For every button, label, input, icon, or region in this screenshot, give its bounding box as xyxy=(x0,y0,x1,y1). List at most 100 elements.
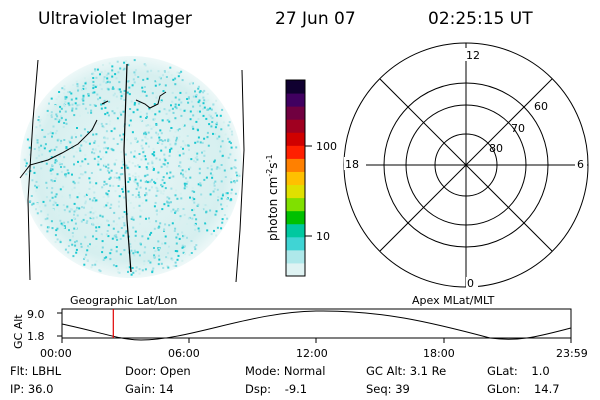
uv-speckle xyxy=(119,253,122,256)
uv-speckle xyxy=(103,147,105,150)
color-bar-tick-10: 10 xyxy=(316,230,330,243)
uv-speckle xyxy=(187,101,190,104)
status-gain: Gain: 14 xyxy=(125,382,174,396)
uv-speckle xyxy=(49,112,52,115)
uv-speckle xyxy=(146,181,149,184)
uv-speckle xyxy=(166,196,169,199)
uv-speckle xyxy=(162,192,165,195)
uv-speckle xyxy=(132,252,135,255)
uv-speckle xyxy=(101,186,104,189)
uv-speckle xyxy=(27,140,30,142)
uv-speckle xyxy=(164,223,167,226)
uv-speckle xyxy=(58,209,61,212)
uv-speckle xyxy=(126,138,129,141)
uv-speckle xyxy=(214,213,217,216)
uv-speckle xyxy=(71,145,74,148)
uv-speckle xyxy=(146,138,149,140)
uv-speckle xyxy=(178,237,181,240)
uv-speckle xyxy=(134,178,137,181)
uv-speckle xyxy=(143,251,146,254)
uv-speckle xyxy=(148,162,151,165)
uv-speckle xyxy=(190,158,193,161)
uv-speckle xyxy=(134,137,137,140)
uv-speckle xyxy=(186,236,188,239)
uv-speckle xyxy=(95,199,98,202)
mlt-label-18: 18 xyxy=(345,158,359,171)
uv-speckle xyxy=(180,197,183,200)
uv-speckle xyxy=(97,155,100,158)
uv-speckle xyxy=(107,114,110,117)
uv-speckle xyxy=(155,96,158,99)
uv-speckle xyxy=(60,170,63,173)
uv-speckle xyxy=(131,84,134,87)
uv-speckle xyxy=(75,97,78,100)
uv-speckle xyxy=(209,115,212,118)
uv-speckle xyxy=(140,144,143,147)
uv-speckle xyxy=(125,164,128,167)
geographic-caption: Geographic Lat/Lon xyxy=(70,294,177,307)
uv-speckle xyxy=(112,220,115,223)
uv-speckle xyxy=(165,112,168,115)
uv-speckle xyxy=(211,174,214,177)
uv-speckle xyxy=(68,91,71,94)
uv-speckle xyxy=(130,73,133,76)
uv-speckle xyxy=(130,273,133,276)
uv-speckle xyxy=(148,181,151,183)
uv-speckle xyxy=(103,257,106,260)
uv-speckle xyxy=(124,231,127,234)
uv-speckle xyxy=(153,180,156,183)
uv-speckle xyxy=(184,144,187,147)
uv-speckle xyxy=(45,196,48,199)
uv-speckle xyxy=(93,141,96,144)
uv-speckle xyxy=(168,117,171,120)
uv-speckle xyxy=(46,217,49,220)
color-bar-segments xyxy=(286,80,305,277)
uv-speckle xyxy=(133,180,136,183)
uv-speckle xyxy=(153,154,156,157)
uv-speckle xyxy=(106,219,109,222)
uv-speckle xyxy=(182,140,185,143)
uv-speckle xyxy=(220,203,223,206)
uv-speckle xyxy=(125,230,128,233)
uv-speckle xyxy=(189,196,191,199)
uv-speckle xyxy=(164,235,167,238)
uv-speckle xyxy=(64,118,67,121)
uv-speckle xyxy=(92,80,95,83)
uv-speckle xyxy=(202,203,205,206)
uv-speckle xyxy=(203,89,206,92)
uv-speckle xyxy=(144,155,147,158)
uv-speckle xyxy=(138,196,141,199)
uv-speckle xyxy=(157,70,160,73)
uv-speckle xyxy=(84,213,87,216)
uv-speckle xyxy=(101,246,104,249)
uv-speckle xyxy=(182,123,185,126)
uv-speckle xyxy=(161,208,164,211)
uv-speckle xyxy=(74,244,77,247)
uv-speckle xyxy=(139,209,142,212)
uv-speckle xyxy=(48,150,51,153)
uv-speckle xyxy=(50,114,53,117)
uv-speckle xyxy=(58,188,60,191)
uv-speckle xyxy=(76,127,78,129)
uv-speckle xyxy=(75,151,78,153)
uv-speckle xyxy=(64,97,67,100)
uv-speckle xyxy=(235,146,238,149)
uv-speckle xyxy=(63,88,66,91)
uv-speckle xyxy=(134,181,137,184)
uv-speckle xyxy=(155,131,158,134)
uv-speckle xyxy=(101,240,104,243)
uv-speckle xyxy=(93,152,96,155)
uv-speckle xyxy=(60,222,63,225)
uv-speckle xyxy=(181,259,184,262)
uv-speckle xyxy=(74,102,77,105)
uv-speckle xyxy=(62,226,65,229)
uv-speckle xyxy=(154,201,157,204)
uv-speckle xyxy=(91,148,94,151)
uv-speckle xyxy=(35,126,38,129)
uv-speckle xyxy=(213,229,215,232)
uv-speckle xyxy=(92,212,95,215)
uv-speckle xyxy=(26,138,29,141)
uv-speckle xyxy=(178,98,181,101)
uv-speckle xyxy=(164,187,167,190)
